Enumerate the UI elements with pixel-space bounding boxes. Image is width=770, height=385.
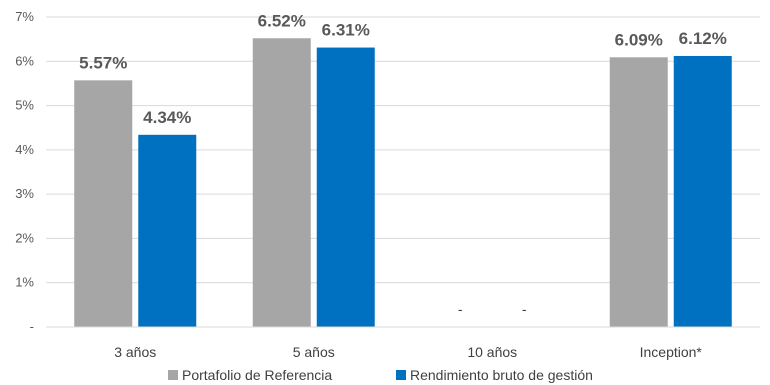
legend-label: Portafolio de Referencia [182,367,332,383]
data-label: 6.31% [322,21,370,40]
bar [673,55,732,327]
bar [316,47,375,328]
data-label: - [522,301,527,317]
x-axis-categories: 3 años 5 años 10 años Inception* [114,344,702,360]
legend-swatch [396,370,406,380]
y-tick-label: 6% [15,53,34,68]
bar [252,38,311,327]
data-label: - [458,301,463,317]
bars [74,38,732,328]
bar [74,80,133,327]
y-tick-label: 3% [15,186,34,201]
x-category-label: 10 años [467,344,517,360]
y-tick-label: - [30,319,34,334]
data-label: 6.12% [679,29,727,48]
legend-label: Rendimiento bruto de gestión [410,367,593,383]
bar [609,57,668,328]
x-category-label: 3 años [114,344,156,360]
x-category-label: Inception* [640,344,703,360]
y-tick-label: 7% [15,9,34,24]
legend: Portafolio de Referencia Rendimiento brut… [168,367,593,383]
data-label: 6.52% [258,11,306,30]
data-label: 6.09% [615,30,663,49]
legend-swatch [168,370,178,380]
y-axis-ticks: - 1% 2% 3% 4% 5% 6% 7% [15,9,34,334]
data-label: 5.57% [79,53,127,72]
bar [138,134,197,327]
y-tick-label: 1% [15,275,34,290]
data-label: 4.34% [143,108,191,127]
y-tick-label: 2% [15,230,34,245]
y-tick-label: 4% [15,142,34,157]
y-tick-label: 5% [15,98,34,113]
x-category-label: 5 años [293,344,335,360]
data-labels: 5.57% 4.34% 6.52% 6.31% - - 6.09% 6.12% [79,11,727,317]
